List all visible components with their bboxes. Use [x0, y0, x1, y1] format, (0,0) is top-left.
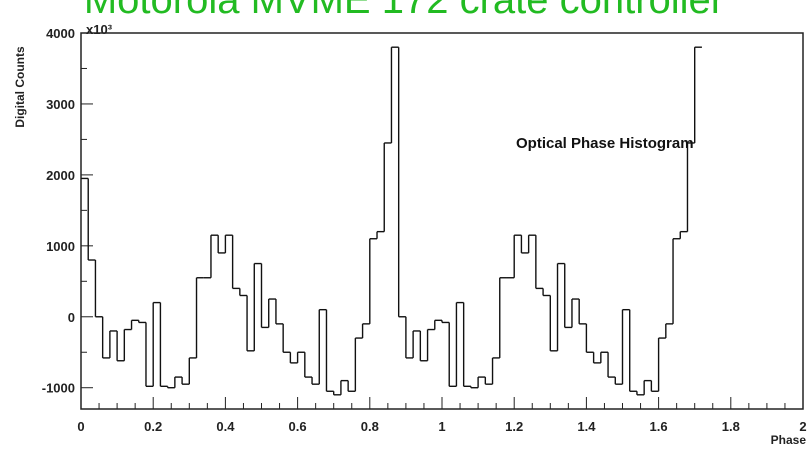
y-tick-label: 0: [68, 310, 75, 325]
x-tick-label: 0.2: [144, 419, 162, 434]
y-tick-label: 2000: [46, 168, 75, 183]
x-tick-label: 1.6: [650, 419, 668, 434]
x-tick-label: 2: [799, 419, 806, 434]
y-tick-label: 4000: [46, 26, 75, 41]
x-tick-label: 1.4: [577, 419, 596, 434]
histogram-series: [81, 46, 702, 396]
x-tick-label: 0.8: [361, 419, 379, 434]
x-tick-label: 0.6: [289, 419, 307, 434]
x-tick-label: 1.8: [722, 419, 740, 434]
x-tick-label: 0.4: [216, 419, 235, 434]
headline-text: Motorola MVME 172 crate controller: [83, 0, 725, 22]
x-axis-title: Phase: [771, 433, 807, 447]
y-axis-multiplier: x10³: [86, 22, 113, 37]
y-tick-label: 1000: [46, 239, 75, 254]
x-tick-label: 0: [77, 419, 84, 434]
y-axis-title: Digital Counts: [13, 46, 27, 128]
x-tick-label: 1.2: [505, 419, 523, 434]
y-tick-label: 3000: [46, 97, 75, 112]
y-tick-label: -1000: [42, 381, 75, 396]
x-axis-ticks: 0 0.2 0.4 0.6 0.8 1 1.2 1.4 1.6 1.8 2: [77, 397, 807, 434]
x-tick-label: 1: [438, 419, 445, 434]
y-axis-ticks: -1000 0 1000 2000 3000 4000: [42, 26, 93, 396]
chart-annotation: Optical Phase Histogram: [516, 135, 694, 152]
